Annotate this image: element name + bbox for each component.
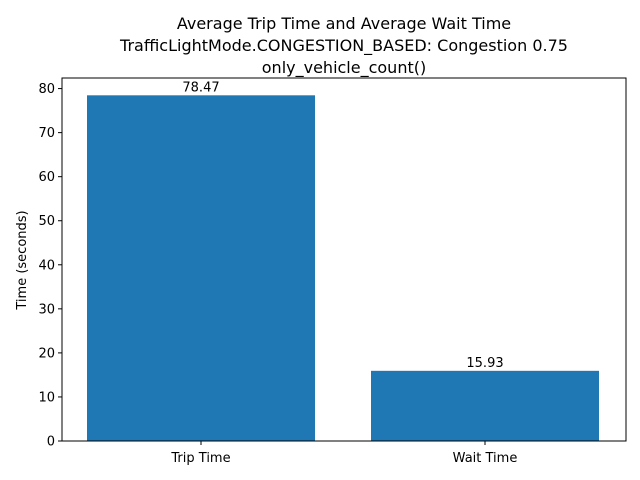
x-tick-label: Wait Time xyxy=(453,451,518,466)
data-label: 78.47 xyxy=(182,80,219,95)
bar-wait-time xyxy=(371,370,599,441)
chart-title-line-2: TrafficLightMode.CONGESTION_BASED: Conge… xyxy=(119,36,568,56)
y-tick-label: 60 xyxy=(38,170,55,185)
y-tick-label: 70 xyxy=(38,126,55,141)
y-tick-label: 0 xyxy=(47,435,55,450)
y-tick-label: 80 xyxy=(38,82,55,97)
data-label: 15.93 xyxy=(466,356,503,371)
data-labels-group: 78.47 15.93 xyxy=(182,80,503,371)
y-tick-label: 20 xyxy=(38,346,55,361)
y-tick-label: 50 xyxy=(38,214,55,229)
chart-title-line-3: only_vehicle_count() xyxy=(262,58,426,78)
chart-title-line-1: Average Trip Time and Average Wait Time xyxy=(177,14,511,33)
y-axis-label: Time (seconds) xyxy=(15,210,30,310)
y-axis: 0 10 20 30 40 50 60 70 80 xyxy=(38,82,62,450)
y-tick-label: 10 xyxy=(38,390,55,405)
x-axis: Trip Time Wait Time xyxy=(170,441,517,466)
chart-title: Average Trip Time and Average Wait Time … xyxy=(119,14,568,78)
x-tick-label: Trip Time xyxy=(170,451,230,466)
plot-frame xyxy=(61,77,627,442)
y-tick-label: 40 xyxy=(38,258,55,273)
bar-trip-time xyxy=(87,95,315,441)
bars-group xyxy=(87,95,599,441)
y-tick-label: 30 xyxy=(38,302,55,317)
